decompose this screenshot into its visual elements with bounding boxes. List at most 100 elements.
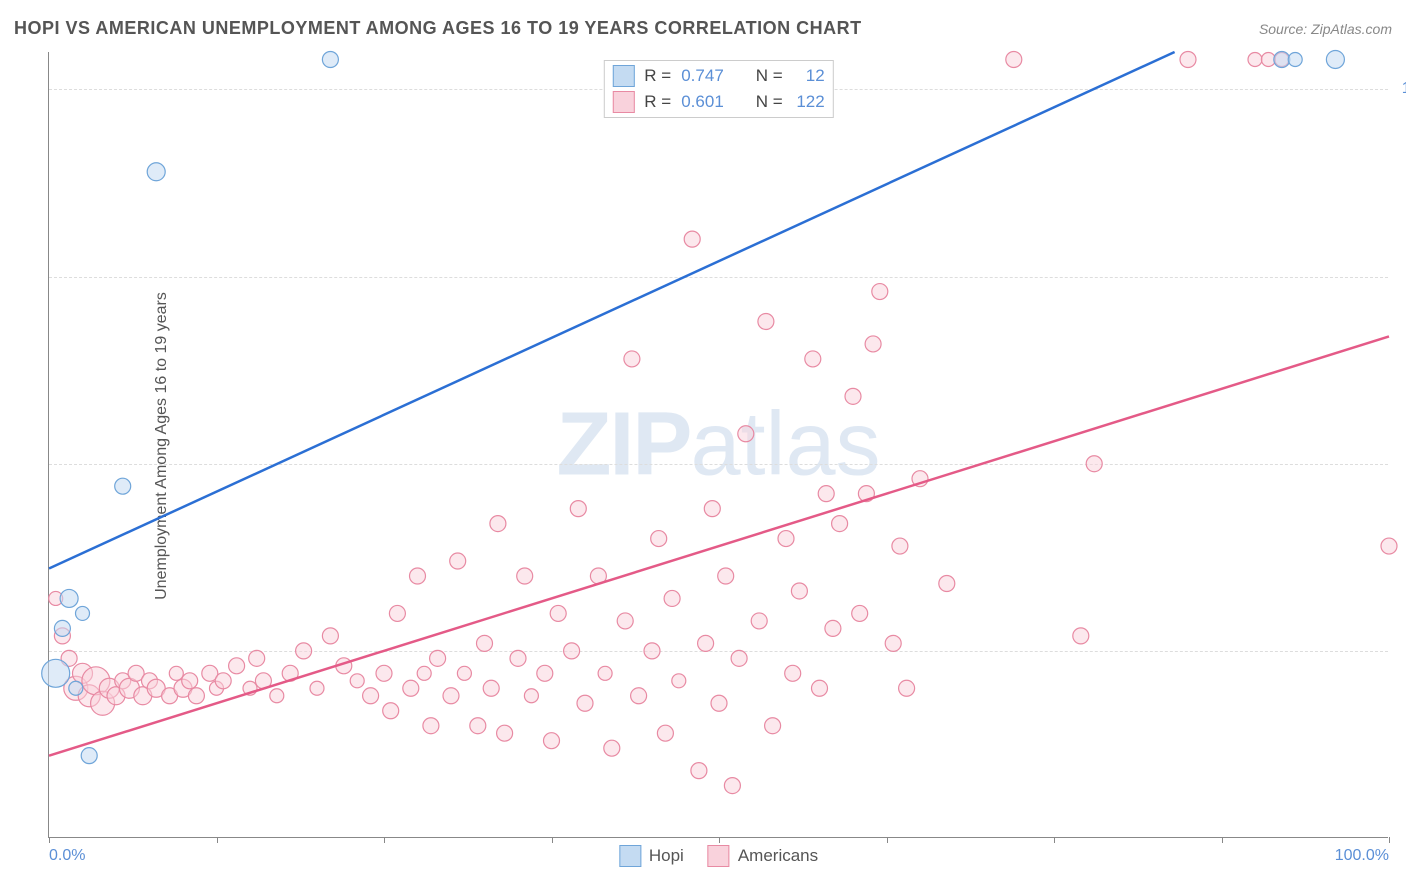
data-point-americans: [1006, 51, 1022, 67]
x-tick-mark: [49, 837, 50, 843]
data-point-americans: [791, 583, 807, 599]
source-label: Source: ZipAtlas.com: [1259, 21, 1392, 37]
x-tick-mark: [552, 837, 553, 843]
data-point-americans: [698, 635, 714, 651]
legend-swatch-americans: [612, 91, 634, 113]
data-point-americans: [731, 650, 747, 666]
data-point-americans: [450, 553, 466, 569]
data-point-americans: [631, 688, 647, 704]
legend-swatch-americans: [708, 845, 730, 867]
correlation-legend: R = 0.747 N = 12 R = 0.601 N = 122: [603, 60, 833, 118]
data-point-americans: [188, 688, 204, 704]
data-point-americans: [497, 725, 513, 741]
data-point-americans: [778, 531, 794, 547]
data-point-americans: [296, 643, 312, 659]
data-point-americans: [410, 568, 426, 584]
n-value: 122: [793, 92, 825, 112]
data-point-hopi: [81, 748, 97, 764]
x-tick-mark: [1222, 837, 1223, 843]
data-point-americans: [383, 703, 399, 719]
data-point-americans: [517, 568, 533, 584]
data-point-americans: [651, 531, 667, 547]
data-point-americans: [704, 501, 720, 517]
data-point-americans: [691, 763, 707, 779]
data-point-americans: [537, 665, 553, 681]
legend-row: R = 0.747 N = 12: [612, 63, 824, 89]
plot-area: ZIPatlas 25.0%50.0%75.0%100.0% 0.0%100.0…: [48, 52, 1388, 838]
r-value: 0.747: [681, 66, 724, 86]
legend-item-hopi: Hopi: [619, 845, 684, 867]
data-point-americans: [470, 718, 486, 734]
data-point-americans: [169, 666, 183, 680]
data-point-americans: [182, 673, 198, 689]
trend-line-hopi: [49, 52, 1175, 569]
data-point-americans: [577, 695, 593, 711]
x-tick-mark: [384, 837, 385, 843]
legend-item-americans: Americans: [708, 845, 818, 867]
data-point-americans: [249, 650, 265, 666]
data-point-americans: [751, 613, 767, 629]
data-point-americans: [845, 388, 861, 404]
data-point-americans: [865, 336, 881, 352]
data-point-americans: [550, 605, 566, 621]
data-point-americans: [417, 666, 431, 680]
x-tick-label: 100.0%: [1335, 847, 1389, 865]
x-tick-mark: [217, 837, 218, 843]
data-point-americans: [818, 486, 834, 502]
data-point-hopi: [60, 589, 78, 607]
data-point-hopi: [54, 620, 70, 636]
data-point-americans: [477, 635, 493, 651]
x-tick-label: 0.0%: [49, 847, 85, 865]
data-point-americans: [765, 718, 781, 734]
series-legend: Hopi Americans: [619, 845, 818, 867]
data-point-americans: [564, 643, 580, 659]
x-tick-mark: [1389, 837, 1390, 843]
data-point-americans: [657, 725, 673, 741]
r-label: R =: [644, 66, 671, 86]
trend-line-americans: [49, 336, 1389, 755]
data-point-hopi: [115, 478, 131, 494]
data-point-americans: [604, 740, 620, 756]
y-tick-label: 100.0%: [1402, 80, 1406, 98]
data-point-americans: [758, 313, 774, 329]
data-point-americans: [738, 426, 754, 442]
data-point-americans: [939, 575, 955, 591]
data-point-americans: [598, 666, 612, 680]
data-point-americans: [825, 620, 841, 636]
data-point-hopi: [42, 659, 70, 687]
data-point-americans: [403, 680, 419, 696]
data-point-americans: [1381, 538, 1397, 554]
data-point-americans: [711, 695, 727, 711]
legend-label: Americans: [738, 846, 818, 866]
data-point-americans: [350, 674, 364, 688]
n-label: N =: [756, 66, 783, 86]
data-point-americans: [544, 733, 560, 749]
x-tick-mark: [1054, 837, 1055, 843]
n-label: N =: [756, 92, 783, 112]
data-point-americans: [718, 568, 734, 584]
data-point-americans: [664, 590, 680, 606]
title-bar: HOPI VS AMERICAN UNEMPLOYMENT AMONG AGES…: [14, 18, 1392, 39]
data-point-americans: [1248, 52, 1262, 66]
data-point-hopi: [1326, 50, 1344, 68]
data-point-americans: [457, 666, 471, 680]
data-point-americans: [483, 680, 499, 696]
data-point-americans: [644, 643, 660, 659]
data-point-americans: [832, 516, 848, 532]
data-point-americans: [510, 650, 526, 666]
data-point-americans: [1180, 51, 1196, 67]
data-point-hopi: [1274, 51, 1290, 67]
data-point-americans: [899, 680, 915, 696]
data-point-americans: [229, 658, 245, 674]
data-point-americans: [785, 665, 801, 681]
x-tick-mark: [887, 837, 888, 843]
data-point-americans: [310, 681, 324, 695]
data-point-americans: [617, 613, 633, 629]
data-point-americans: [624, 351, 640, 367]
n-value: 12: [793, 66, 825, 86]
legend-swatch-hopi: [612, 65, 634, 87]
data-point-hopi: [76, 606, 90, 620]
data-point-americans: [570, 501, 586, 517]
scatter-svg: [49, 52, 1388, 837]
data-point-americans: [215, 673, 231, 689]
